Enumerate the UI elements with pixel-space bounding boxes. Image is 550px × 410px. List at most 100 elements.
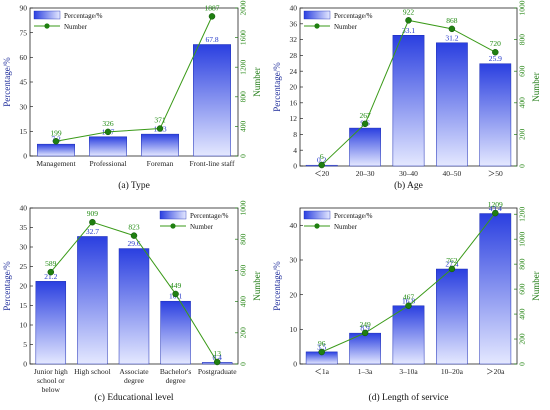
- chart-panel-3: 051015202530354002004006008001000Percent…: [2, 200, 262, 403]
- category-label: degree: [166, 376, 187, 385]
- category-label: 20–30: [356, 169, 375, 178]
- right-tick-label: 200: [518, 129, 527, 141]
- number-value-label: 13: [213, 349, 221, 358]
- y2-axis-label: Number: [531, 271, 541, 301]
- right-tick-label: 400: [239, 296, 248, 308]
- number-value-label: 1887: [205, 3, 220, 12]
- category-label: Management: [36, 159, 76, 168]
- left-tick-label: 15: [20, 127, 28, 136]
- panel-caption: (a) Type: [118, 180, 150, 191]
- panel-caption: (c) Educational level: [94, 392, 173, 403]
- bar-value-label: 25.9: [489, 54, 502, 63]
- left-tick-label: 24: [290, 67, 298, 76]
- category-label: Professional: [89, 159, 126, 168]
- bar-value-label: 31.2: [445, 33, 458, 42]
- number-value-label: 267: [359, 111, 371, 120]
- legend-label: Percentage/%: [190, 212, 229, 220]
- number-value-label: 326: [102, 119, 114, 128]
- category-label: Associate: [119, 367, 149, 376]
- left-tick-label: 35: [20, 223, 28, 232]
- bar-value-label: 29.6: [127, 239, 140, 248]
- bar: [436, 268, 468, 365]
- legend-label: Number: [334, 23, 358, 31]
- y2-axis-label: Number: [252, 271, 262, 301]
- left-tick-label: 40: [20, 204, 28, 213]
- panel-caption: (b) Age: [394, 180, 423, 191]
- bar: [349, 332, 381, 365]
- left-tick-label: 32: [290, 35, 298, 44]
- bar: [160, 300, 191, 365]
- right-tick-label: 0: [518, 362, 527, 366]
- number-point: [89, 218, 96, 226]
- left-tick-label: 30: [20, 102, 28, 111]
- left-tick-label: 25: [20, 262, 28, 271]
- category-label: Postgraduate: [198, 367, 237, 376]
- right-tick-label: 1200: [239, 59, 248, 74]
- bar-value-label: 21.2: [44, 272, 57, 281]
- bar: [436, 42, 468, 167]
- right-tick-label: 0: [239, 362, 248, 366]
- number-value-label: 762: [446, 256, 458, 265]
- right-tick-label: 800: [518, 34, 527, 46]
- left-tick-label: 0: [23, 152, 27, 161]
- left-tick-label: 75: [20, 28, 28, 37]
- number-point: [208, 13, 216, 20]
- number-value-label: 922: [403, 7, 415, 16]
- number-point: [318, 161, 325, 169]
- y-axis-label: Percentage/%: [272, 62, 282, 112]
- number-point: [492, 48, 499, 56]
- right-tick-label: 800: [518, 258, 527, 270]
- category-label: High school: [74, 367, 110, 376]
- category-label: 10–20a: [441, 367, 464, 376]
- bar: [141, 133, 179, 157]
- right-tick-label: 800: [239, 91, 248, 103]
- legend: Percentage/% Number: [303, 10, 373, 31]
- right-tick-label: 200: [239, 327, 248, 339]
- left-tick-label: 40: [290, 221, 298, 230]
- number-point: [156, 125, 164, 132]
- legend-marker: [170, 223, 176, 229]
- left-tick-label: 15: [20, 301, 28, 310]
- right-tick-label: 1600: [239, 30, 248, 45]
- category-label: Bachelor's: [160, 367, 191, 376]
- bar-value-label: 0.4: [213, 353, 223, 362]
- y-axis-label: Percentage/%: [2, 261, 12, 311]
- legend: Percentage/% Number: [33, 10, 103, 31]
- right-tick-label: 1000: [239, 200, 248, 215]
- y-axis-label: Percentage/%: [272, 261, 282, 311]
- bar: [118, 248, 150, 365]
- category-label: school or: [37, 376, 65, 385]
- bar: [37, 143, 75, 157]
- category-label: below: [42, 385, 61, 394]
- bar-value-label: 32.7: [86, 227, 99, 236]
- legend: Percentage/% Number: [159, 210, 229, 231]
- left-tick-label: 16: [290, 98, 298, 107]
- bar: [89, 136, 127, 157]
- bar-value-label: 16.8: [402, 296, 415, 305]
- right-tick-label: 600: [518, 65, 527, 77]
- left-tick-label: 20: [290, 290, 298, 299]
- legend-marker: [44, 23, 50, 29]
- legend-label: Number: [64, 23, 88, 31]
- number-point: [130, 232, 138, 239]
- number-value-label: 449: [170, 281, 182, 290]
- number-value-label: 6: [320, 152, 324, 161]
- legend-label: Percentage/%: [334, 12, 373, 20]
- number-point: [172, 290, 179, 298]
- category-label: ＜20: [314, 169, 329, 178]
- left-tick-label: 20: [20, 282, 28, 291]
- bar: [392, 35, 425, 167]
- number-value-label: 199: [50, 128, 62, 137]
- legend-marker: [314, 223, 320, 229]
- category-label: Foreman: [147, 159, 174, 168]
- bar: [193, 44, 231, 157]
- right-tick-label: 0: [239, 154, 248, 158]
- right-tick-label: 200: [518, 333, 527, 345]
- y2-axis-label: Number: [531, 72, 541, 102]
- right-tick-label: 400: [239, 121, 248, 132]
- right-tick-label: 400: [518, 97, 527, 109]
- bar-value-label: 3.5: [317, 342, 327, 351]
- legend-bar-swatch: [33, 10, 61, 20]
- number-point: [492, 209, 499, 217]
